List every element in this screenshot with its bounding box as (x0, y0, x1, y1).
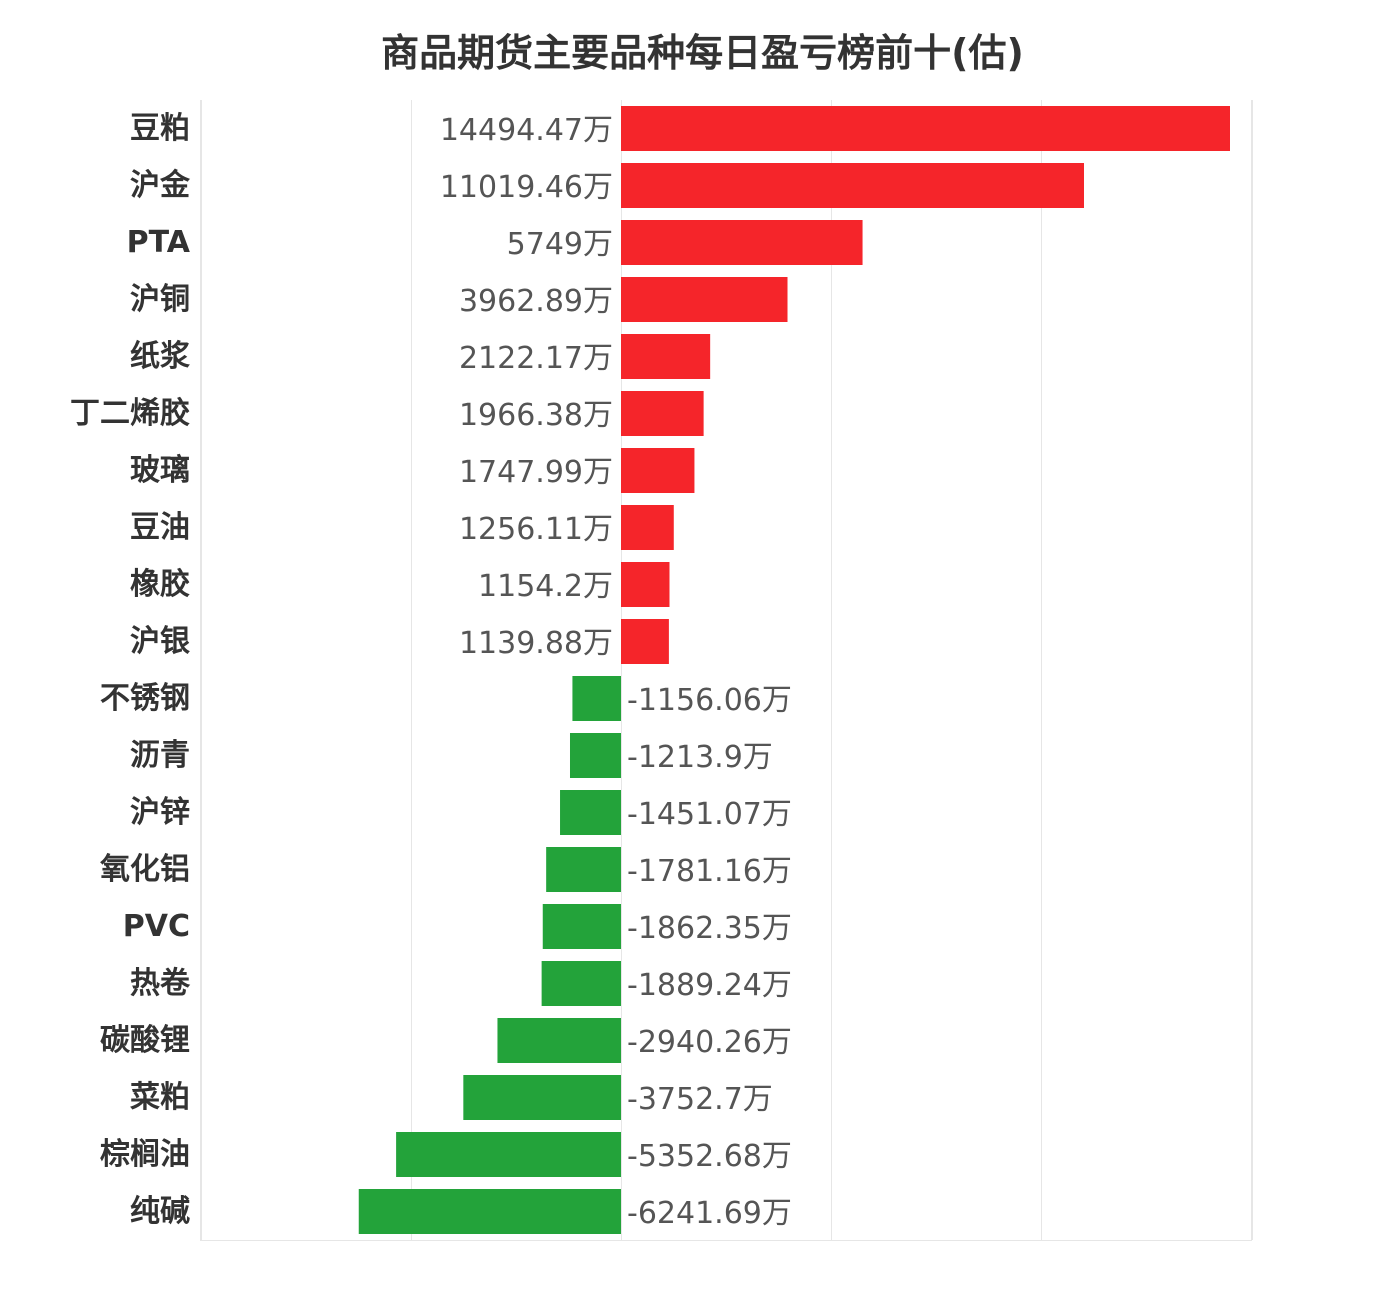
category-label: 不锈钢 (100, 681, 190, 716)
value-label: 1966.38万 (459, 398, 613, 433)
value-label: 1139.88万 (459, 626, 613, 661)
category-label: 沪银 (130, 624, 190, 659)
category-label: PTA (127, 225, 191, 260)
value-label: -1451.07万 (627, 797, 792, 832)
bar-layer (358, 106, 1230, 1234)
bar (572, 676, 621, 721)
value-label: 3962.89万 (459, 284, 613, 319)
bar (560, 790, 621, 835)
bar (542, 904, 621, 949)
category-label: 碳酸锂 (100, 1023, 190, 1058)
bar (621, 619, 669, 664)
value-label: -1156.06万 (627, 683, 792, 718)
bar (621, 391, 704, 436)
value-label: 1747.99万 (459, 455, 613, 490)
category-label: 热卷 (130, 966, 191, 1001)
bar (541, 961, 621, 1006)
bar (621, 277, 788, 322)
category-label: 丁二烯胶 (70, 396, 190, 431)
bar (621, 163, 1084, 208)
bar (621, 562, 670, 607)
value-label: -1213.9万 (627, 740, 773, 775)
value-label: 2122.17万 (459, 341, 613, 376)
bar (546, 847, 621, 892)
bar (497, 1018, 621, 1063)
bar (463, 1075, 621, 1120)
value-label: 1154.2万 (478, 569, 613, 604)
category-label: 棕榈油 (100, 1137, 190, 1172)
bar (621, 505, 674, 550)
chart-title: 商品期货主要品种每日盈亏榜前十(估) (381, 31, 1024, 75)
category-label: 沪锌 (130, 795, 190, 830)
category-label: 玻璃 (130, 453, 190, 488)
value-label: 14494.47万 (440, 113, 613, 148)
bar (621, 448, 695, 493)
category-label: 豆粕 (130, 111, 190, 146)
category-label: 沪铜 (130, 282, 190, 317)
value-label: 1256.11万 (459, 512, 613, 547)
category-label: 纸浆 (130, 339, 190, 374)
value-label: -1889.24万 (627, 968, 792, 1003)
value-label: -2940.26万 (627, 1025, 792, 1060)
bar (621, 220, 863, 265)
category-label: 沥青 (130, 738, 190, 773)
category-label: 沪金 (130, 168, 191, 203)
category-label: 菜粕 (130, 1080, 190, 1115)
category-label: 纯碱 (130, 1194, 190, 1229)
bar (621, 106, 1230, 151)
grid-layer (200, 100, 1253, 1241)
bar (358, 1189, 621, 1234)
category-label: 豆油 (130, 510, 190, 545)
category-label: PVC (123, 909, 190, 944)
value-label: 11019.46万 (440, 170, 613, 205)
value-label: -6241.69万 (627, 1196, 792, 1231)
value-label: -3752.7万 (627, 1082, 773, 1117)
value-label: -1781.16万 (627, 854, 792, 889)
category-label: 橡胶 (130, 567, 190, 602)
bar (396, 1132, 621, 1177)
bar (569, 733, 621, 778)
value-label: 5749万 (507, 227, 613, 262)
value-label: -1862.35万 (627, 911, 792, 946)
value-label: -5352.68万 (627, 1139, 792, 1174)
bar (621, 334, 711, 379)
category-label: 氧化铝 (100, 852, 190, 887)
